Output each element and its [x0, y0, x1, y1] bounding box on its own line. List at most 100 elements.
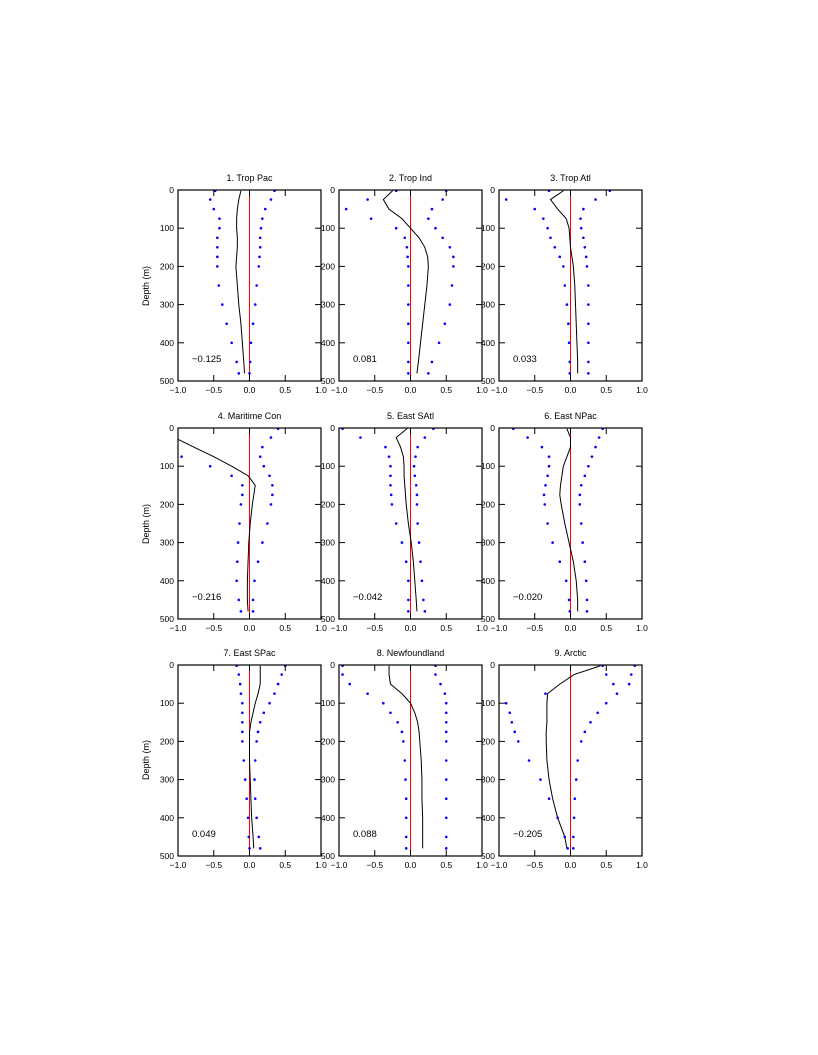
- upper-bound-point: [587, 341, 590, 345]
- upper-bound-point: [271, 493, 274, 497]
- x-tick-label: 0.0: [405, 623, 417, 633]
- x-tick-label: 0.5: [440, 860, 452, 870]
- upper-bound-point: [280, 673, 283, 676]
- upper-bound-point: [594, 445, 597, 449]
- upper-bound-point: [452, 255, 455, 259]
- lower-bound-point: [404, 560, 408, 563]
- x-tick-label: −1.0: [491, 385, 508, 395]
- x-tick-label: 0.0: [565, 385, 577, 395]
- lower-bound-point: [517, 740, 520, 743]
- upper-bound-point: [269, 436, 273, 439]
- upper-bound-point: [422, 598, 425, 602]
- lower-bound-point: [366, 198, 369, 201]
- lower-bound-point: [508, 711, 512, 715]
- upper-bound-point: [444, 740, 448, 743]
- upper-bound-point: [582, 236, 585, 240]
- x-tick-label: −0.5: [526, 860, 543, 870]
- lower-bound-point: [407, 303, 410, 306]
- upper-bound-point: [583, 730, 587, 734]
- lower-bound-point: [248, 847, 251, 850]
- upper-bound-point: [444, 759, 448, 762]
- panel-annotation: 0.081: [353, 354, 377, 365]
- x-tick-label: 0.0: [565, 623, 577, 633]
- lower-bound-point: [546, 226, 549, 230]
- mean-profile-line: [382, 190, 429, 374]
- panel-5: 5. East SAtl −1.0 −0.5 0.0 0.5 1.0 0 100 200 300 4…: [321, 411, 488, 633]
- x-tick-label: −1.0: [491, 860, 508, 870]
- upper-bound-point: [248, 372, 251, 375]
- lower-bound-point: [155, 427, 158, 430]
- lower-bound-point: [568, 372, 572, 375]
- lower-bound-point: [241, 711, 244, 715]
- y-tick-label: 0: [330, 660, 335, 670]
- y-tick-label: 400: [321, 338, 335, 348]
- y-tick-label: 100: [321, 698, 335, 708]
- panel-annotation: −0.020: [513, 592, 542, 603]
- upper-bound-point: [261, 445, 264, 449]
- x-tick-label: 0.0: [244, 385, 256, 395]
- lower-bound-point: [216, 255, 219, 259]
- mean-profile-line: [178, 438, 256, 612]
- upper-bound-point: [414, 455, 417, 458]
- lower-bound-point: [407, 322, 410, 326]
- lower-bound-point: [366, 692, 369, 695]
- lower-bound-point: [216, 236, 219, 240]
- panel-title: 2. Trop Ind: [389, 173, 432, 183]
- lower-bound-point: [239, 692, 243, 695]
- lower-bound-point: [389, 464, 392, 468]
- upper-bound-point: [258, 255, 261, 259]
- y-tick-label: 0: [490, 423, 495, 433]
- upper-bound-point: [578, 503, 582, 506]
- upper-bound-point: [416, 445, 419, 449]
- upper-bound-point: [589, 721, 592, 724]
- upper-bound-point: [574, 778, 578, 781]
- upper-bound-point: [450, 284, 454, 287]
- lower-bound-point: [348, 682, 352, 686]
- panel-annotation: 0.049: [192, 829, 216, 840]
- upper-bound-point: [258, 246, 262, 249]
- upper-bound-point: [273, 692, 276, 695]
- x-tick-label: 1.0: [315, 623, 327, 633]
- lower-bound-point: [396, 721, 399, 724]
- lower-bound-point: [235, 579, 238, 583]
- y-tick-label: 300: [160, 300, 174, 310]
- lower-bound-point: [237, 372, 241, 375]
- y-tick-label: 0: [490, 660, 495, 670]
- upper-bound-point: [268, 701, 271, 705]
- lower-bound-point: [513, 730, 517, 734]
- upper-bound-point: [258, 236, 262, 240]
- upper-bound-point: [256, 560, 260, 563]
- x-tick-label: −0.5: [366, 860, 383, 870]
- upper-bound-point: [587, 360, 590, 364]
- y-tick-label: 0: [169, 660, 174, 670]
- lower-bound-point: [216, 265, 219, 268]
- lower-bound-point: [612, 682, 615, 686]
- y-tick-label: 0: [490, 185, 495, 195]
- panel-title: 3. Trop Atl: [550, 173, 591, 183]
- lower-bound-point: [549, 236, 552, 240]
- upper-bound-point: [597, 436, 601, 439]
- x-tick-label: 0.0: [244, 860, 256, 870]
- lower-bound-point: [547, 797, 551, 800]
- upper-bound-point: [629, 673, 633, 676]
- plot-area: [341, 665, 448, 850]
- y-tick-label: 200: [160, 736, 174, 746]
- upper-bound-point: [253, 778, 256, 781]
- lower-bound-point: [403, 236, 407, 240]
- upper-bound-point: [417, 541, 421, 544]
- lower-bound-point: [238, 522, 241, 525]
- upper-bound-point: [261, 541, 264, 544]
- lower-bound-point: [400, 541, 404, 544]
- lower-bound-point: [212, 207, 216, 211]
- lower-bound-point: [553, 246, 557, 249]
- upper-bound-point: [572, 835, 575, 839]
- lower-bound-point: [407, 579, 410, 583]
- upper-bound-point: [427, 217, 430, 220]
- x-tick-label: −0.5: [366, 623, 383, 633]
- plot-area: [155, 427, 280, 613]
- lower-bound-point: [527, 759, 531, 762]
- y-tick-label: 100: [160, 461, 174, 471]
- lower-bound-point: [236, 541, 240, 544]
- x-tick-label: −1.0: [170, 385, 187, 395]
- upper-bound-point: [258, 455, 262, 458]
